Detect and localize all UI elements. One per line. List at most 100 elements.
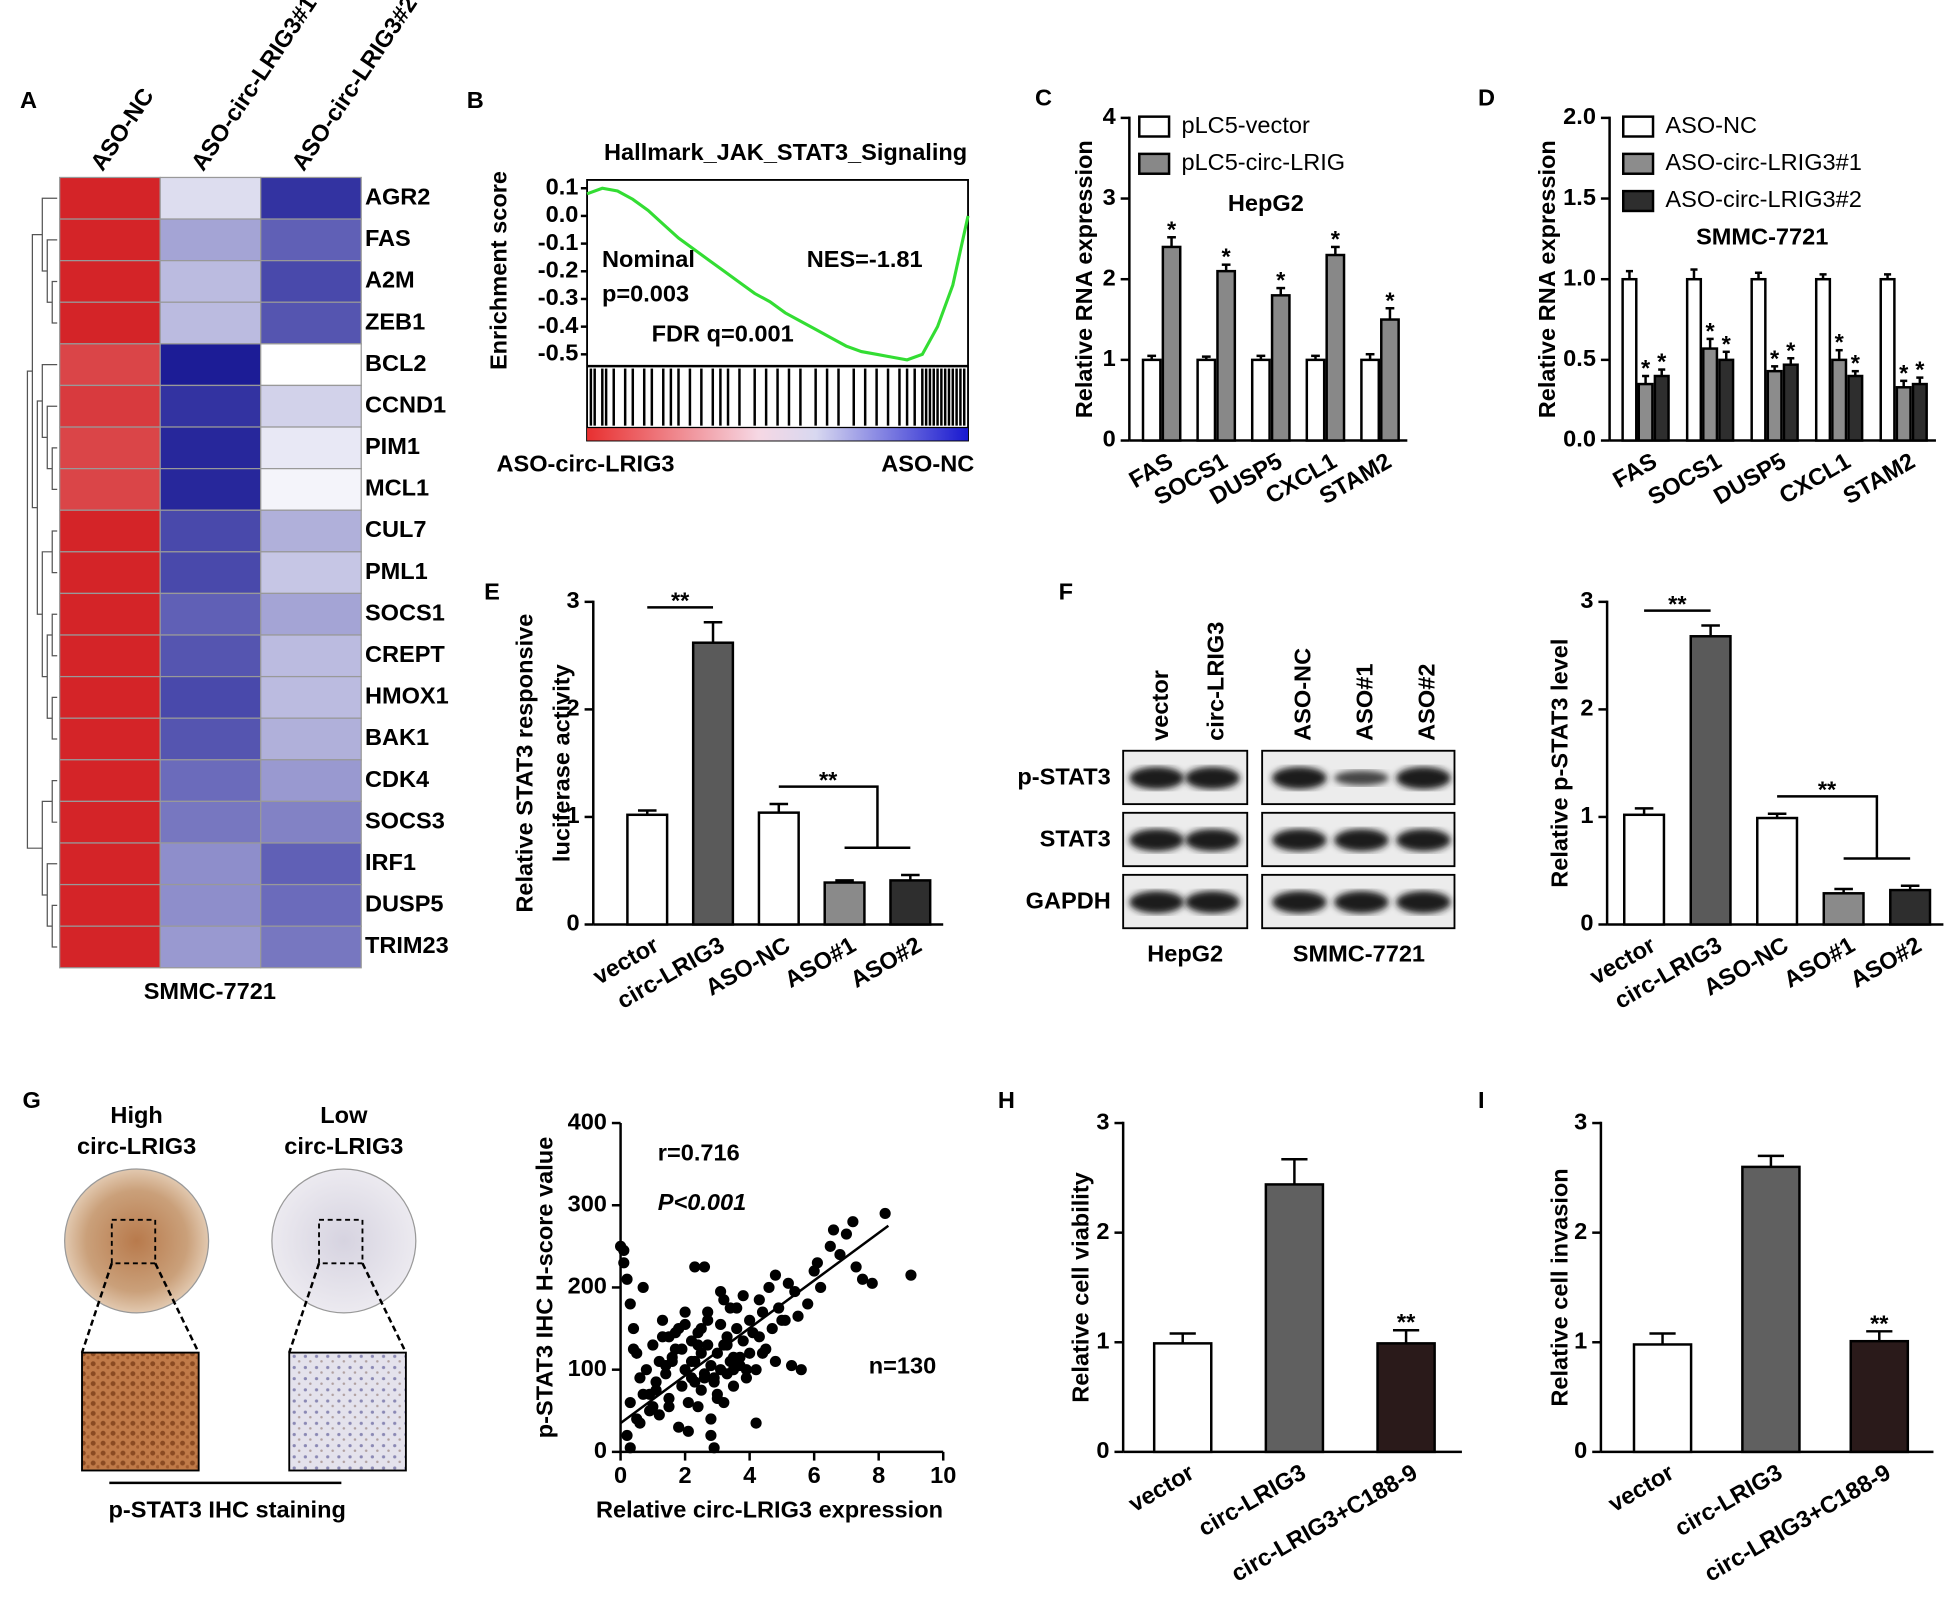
blot-row-label: p-STAT3: [1017, 763, 1110, 789]
heatmap-cell: [260, 883, 362, 927]
heatmap-cell: [59, 551, 161, 595]
heatmap-cell: [260, 759, 362, 803]
panel-letter: B: [467, 87, 484, 113]
bar: [1653, 374, 1670, 442]
bar: [1814, 277, 1832, 442]
bar: [691, 641, 735, 926]
x-tick-label: ASO#1: [1779, 932, 1859, 993]
heatmap-cell: [159, 925, 262, 969]
y-tick-label: 0.0: [546, 201, 579, 227]
row-label: HMOX1: [365, 683, 449, 709]
row-label: A2M: [365, 267, 415, 293]
point: [676, 1343, 688, 1355]
legend-swatch: [1138, 152, 1171, 175]
y-tick-label: 2: [1103, 264, 1116, 290]
chart-subtitle: SMMC-7721: [1696, 223, 1828, 249]
heatmap-cell: [159, 343, 262, 387]
point: [769, 1269, 782, 1281]
heatmap-cell: [159, 759, 262, 803]
blot-band: [1396, 890, 1451, 914]
heatmap-cell: [59, 592, 161, 636]
row-label: SOCS3: [365, 807, 445, 833]
heatmap-cell: [260, 925, 362, 969]
annotation: Nominal: [602, 246, 695, 272]
heatmap-cell: [260, 468, 362, 511]
heatmap-cell: [159, 426, 262, 470]
x-tick-label: ASO#2: [1846, 932, 1926, 993]
point: [618, 1257, 630, 1269]
significance: *: [1641, 355, 1651, 381]
x-tick-label: 2: [679, 1462, 692, 1488]
zoom-connector: [154, 1262, 200, 1354]
bar: [1622, 813, 1666, 926]
point: [727, 1364, 740, 1376]
heatmap-cell: [59, 800, 161, 844]
heatmap-cell: [59, 717, 161, 761]
heatmap-cell: [159, 717, 262, 761]
annotation: r=0.716: [658, 1139, 740, 1165]
x-tick-label: vector: [1124, 1459, 1198, 1517]
legend-label: ASO-NC: [1665, 112, 1757, 138]
point: [731, 1322, 743, 1335]
blot-band: [1129, 890, 1184, 914]
x-tick-label: STAM2: [1839, 448, 1920, 510]
heatmap-cell: [260, 842, 362, 886]
enrichment-curve: [586, 186, 970, 362]
y-axis-label: luciferase activity: [549, 664, 575, 862]
row-label: DUSP5: [365, 891, 444, 917]
significance: *: [1770, 345, 1780, 371]
point: [695, 1384, 707, 1396]
point: [711, 1392, 723, 1405]
significance: *: [1899, 360, 1909, 386]
bar: [1766, 369, 1783, 442]
zoom-connector: [288, 1262, 321, 1354]
y-tick-label: 400: [568, 1108, 607, 1134]
blot-band: [1129, 828, 1184, 852]
blot-row-label: GAPDH: [1026, 887, 1111, 913]
bar: [1196, 358, 1217, 442]
fit-line: [619, 1224, 890, 1425]
legend-swatch: [1138, 115, 1171, 138]
legend-swatch: [1622, 115, 1655, 138]
row-label: CREPT: [365, 641, 445, 667]
row-label: TRIM23: [365, 932, 449, 958]
x-tick-label: ASO#1: [780, 932, 860, 993]
bar: [1264, 1183, 1325, 1454]
significance: **: [1870, 1310, 1889, 1336]
blot-group-label: SMMC-7721: [1293, 941, 1425, 967]
bar: [1895, 386, 1912, 442]
heatmap-cell: [260, 301, 362, 345]
heatmap-cell: [260, 343, 362, 387]
heatmap-cell: [59, 384, 161, 428]
point: [634, 1372, 646, 1384]
y-axis-label: Relative RNA expression: [1534, 140, 1560, 418]
panel-letter: F: [1059, 578, 1073, 604]
blot-group-label: HepG2: [1147, 941, 1223, 967]
heatmap-cell: [260, 675, 362, 719]
bar: [1889, 888, 1932, 926]
y-tick-label: 1: [1580, 802, 1593, 828]
point: [637, 1281, 649, 1294]
blot-lane-label: ASO#1: [1352, 664, 1378, 741]
point: [734, 1351, 746, 1363]
dendrogram: [51, 530, 58, 574]
tissue-core: [271, 1168, 417, 1314]
annotation: FDR q=0.001: [652, 320, 794, 346]
zoom-region: [318, 1218, 364, 1265]
heatmap-cell: [260, 551, 362, 595]
legend-label: pLC5-circ-LRIG: [1181, 149, 1345, 175]
panel-letter: G: [22, 1087, 40, 1113]
heatmap-cell: [260, 800, 362, 844]
bar: [1621, 277, 1638, 442]
point: [866, 1277, 878, 1289]
blot-row-label: STAT3: [1040, 825, 1111, 851]
heatmap-cell: [59, 634, 161, 678]
point: [689, 1376, 701, 1388]
rank-color-bar: [587, 428, 969, 441]
point: [718, 1294, 730, 1306]
panel-letter: E: [484, 578, 500, 604]
column-label: ASO-NC: [85, 83, 159, 175]
x-tick-label: 0: [614, 1462, 627, 1488]
blot-lane-label: ASO#2: [1414, 664, 1440, 741]
